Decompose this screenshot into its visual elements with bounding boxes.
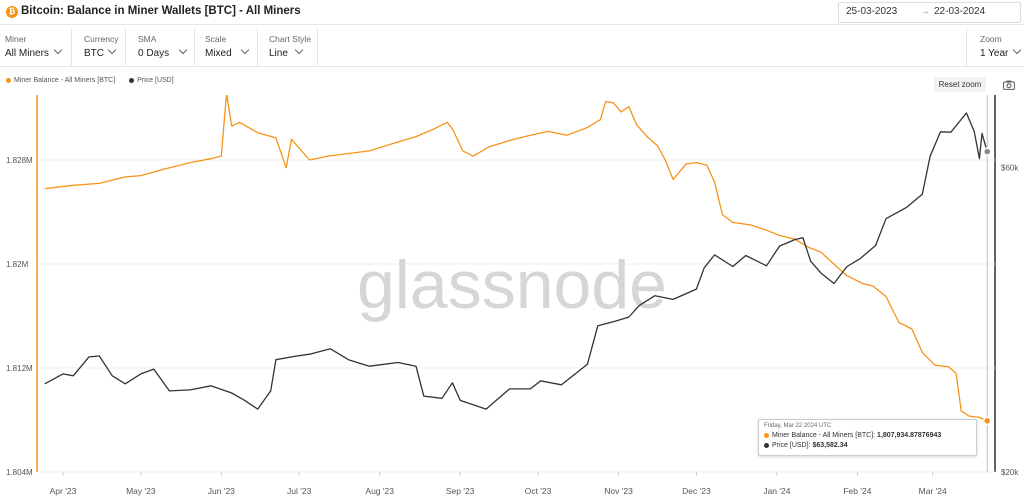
x-axis: Apr '23 May '23 Jun '23 Jul '23 Aug '23 Sep '… — [50, 472, 947, 496]
tooltip-label: Miner Balance - All Miners [BTC]: — [772, 432, 876, 439]
x-tick-label: Sep '23 — [446, 486, 475, 496]
currency-select[interactable]: Currency BTC — [79, 28, 126, 66]
chevron-down-icon — [178, 45, 188, 55]
y-left-tick-label: 1.828M — [6, 156, 33, 165]
legend-label: Price [USD] — [137, 77, 174, 84]
x-tick-label: Aug '23 — [365, 486, 394, 496]
currency-value: BTC — [84, 48, 104, 59]
y-right-tick-label: $60k — [1001, 164, 1019, 173]
chevron-down-icon — [53, 45, 63, 55]
controls-bar: Miner All Miners Currency BTC SMA 0 Days… — [0, 28, 1024, 67]
tooltip-label: Price [USD]: — [772, 442, 811, 449]
y-axis-right: $60k $20k — [1001, 164, 1019, 477]
x-tick-label: Jul '23 — [287, 486, 312, 496]
scale-select[interactable]: Scale Mixed — [200, 28, 258, 66]
currency-label: Currency — [84, 34, 119, 44]
chart-style-value: Line — [269, 48, 288, 59]
chevron-down-icon — [294, 45, 304, 55]
x-tick-label: Apr '23 — [50, 486, 77, 496]
x-tick-label: Dec '23 — [682, 486, 711, 496]
chart-style-select[interactable]: Chart Style Line — [264, 28, 318, 66]
legend-label: Miner Balance - All Miners [BTC] — [14, 77, 116, 84]
reset-zoom-button[interactable]: Reset zoom — [934, 77, 986, 92]
date-to[interactable]: 22-03-2024 — [934, 6, 986, 17]
series-lines — [44, 95, 988, 422]
x-tick-label: Jun '23 — [208, 486, 235, 496]
chart-style-label: Chart Style — [269, 34, 312, 44]
tooltip-markers — [982, 95, 992, 472]
y-axis-left: 1.828M 1.82M 1.812M 1.804M — [6, 156, 33, 477]
legend-item-price[interactable]: Price [USD] — [129, 77, 174, 84]
zoom-value: 1 Year — [980, 48, 1009, 59]
arrow-right-icon: → — [920, 6, 930, 17]
page-title: Bitcoin: Balance in Miner Wallets [BTC] … — [21, 5, 301, 17]
zoom-select[interactable]: Zoom 1 Year — [966, 28, 1024, 66]
tooltip-row-miner-balance: Miner Balance - All Miners [BTC]: 1,807,… — [764, 432, 941, 439]
header-bar: ₿ Bitcoin: Balance in Miner Wallets [BTC… — [0, 0, 1024, 25]
miner-label: Miner — [5, 34, 27, 44]
sma-select[interactable]: SMA 0 Days — [133, 28, 195, 66]
x-tick-label: Mar '24 — [919, 486, 947, 496]
legend-dot-icon — [764, 442, 769, 448]
legend-dot-icon — [129, 77, 135, 83]
zoom-label: Zoom — [980, 34, 1002, 44]
tooltip-row-price: Price [USD]: $63,582.34 — [764, 442, 848, 449]
scale-value: Mixed — [205, 48, 232, 59]
gridlines — [36, 95, 996, 473]
miner-balance-line[interactable] — [44, 95, 988, 422]
tooltip-value: 1,807,934.87876943 — [877, 432, 942, 439]
y-left-tick-label: 1.812M — [6, 364, 33, 373]
x-tick-label: May '23 — [126, 486, 156, 496]
miner-value: All Miners — [5, 48, 49, 59]
y-right-tick-label: $20k — [1001, 468, 1019, 477]
chevron-down-icon — [240, 45, 250, 55]
chevron-down-icon — [1012, 45, 1022, 55]
bitcoin-logo-icon: ₿ — [6, 6, 18, 18]
sma-label: SMA — [138, 34, 157, 44]
legend-dot-icon — [764, 432, 769, 438]
x-tick-label: Oct '23 — [525, 486, 552, 496]
x-tick-label: Feb '24 — [843, 486, 871, 496]
chart-area[interactable]: glassnode 1.828M 1.82M 1.812M 1.804M $60k $2… — [0, 95, 1024, 502]
y-left-tick-label: 1.82M — [6, 260, 29, 269]
x-tick-label: Jan '24 — [763, 486, 790, 496]
date-from[interactable]: 25-03-2023 — [846, 6, 898, 17]
miner-balance-hover-point — [982, 416, 992, 426]
price-line[interactable] — [44, 112, 988, 410]
chart-legend: Miner Balance - All Miners [BTC] Price [… — [6, 77, 186, 84]
chevron-down-icon — [107, 45, 117, 55]
tooltip-date: Friday, Mar 22 2024 UTC — [764, 423, 832, 429]
date-range-picker[interactable]: 25-03-2023 → 22-03-2024 — [838, 2, 1021, 23]
y-left-tick-label: 1.804M — [6, 468, 33, 477]
x-tick-label: Nov '23 — [604, 486, 633, 496]
watermark: glassnode — [357, 247, 667, 323]
sma-value: 0 Days — [138, 48, 170, 59]
scale-label: Scale — [205, 34, 227, 44]
miner-select[interactable]: Miner All Miners — [0, 28, 72, 66]
legend-dot-icon — [6, 77, 11, 83]
price-hover-point — [982, 147, 992, 156]
camera-icon[interactable] — [1003, 80, 1015, 90]
legend-item-miner-balance[interactable]: Miner Balance - All Miners [BTC] — [6, 77, 115, 84]
tooltip-value: $63,582.34 — [812, 442, 848, 449]
chart-tooltip: Friday, Mar 22 2024 UTC Miner Balance - … — [758, 419, 977, 456]
